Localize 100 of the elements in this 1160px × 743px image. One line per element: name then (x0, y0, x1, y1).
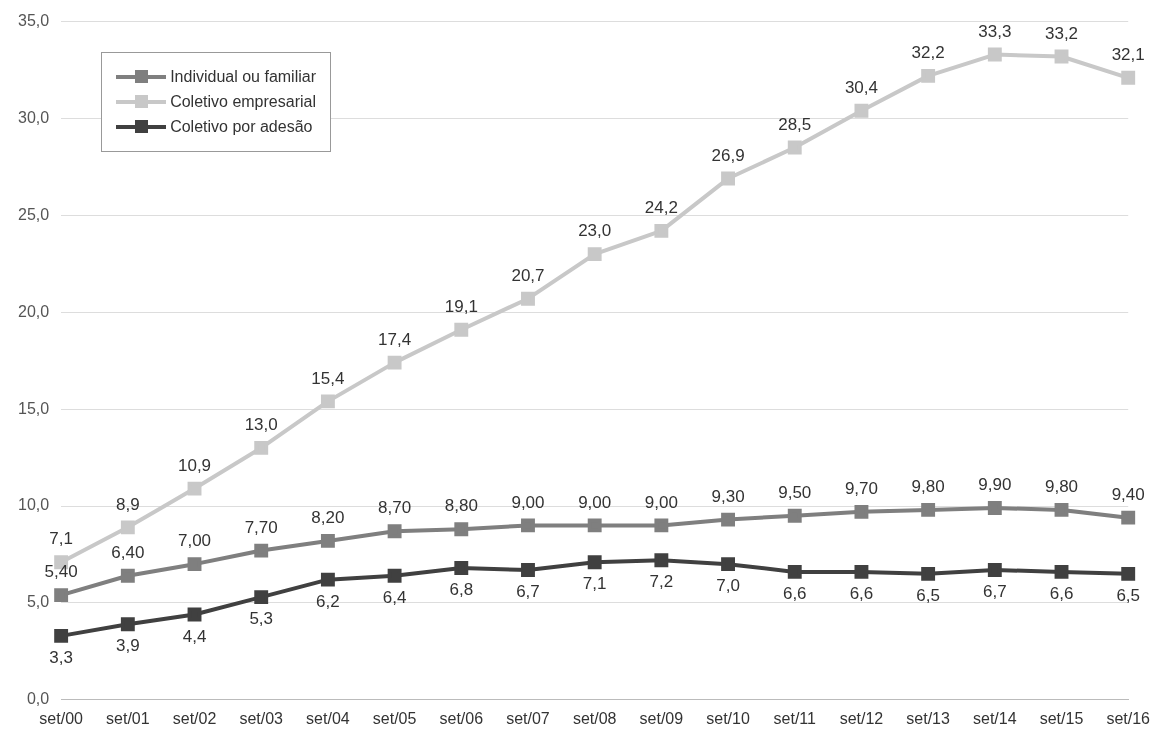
data-label: 6,5 (916, 586, 940, 606)
y-tick-label: 25,0 (18, 205, 50, 223)
data-label: 32,1 (1111, 44, 1145, 64)
point (187, 481, 202, 496)
point (587, 518, 602, 533)
data-label: 7,00 (177, 531, 212, 551)
legend-label: Coletivo por adesão (170, 117, 313, 136)
point (721, 171, 736, 186)
legend-label: Individual ou familiar (170, 67, 316, 86)
point (987, 47, 1002, 62)
point (587, 247, 602, 262)
point (921, 566, 936, 581)
data-label: 6,5 (1116, 586, 1141, 606)
point (120, 520, 135, 535)
x-tick-label: set/11 (773, 709, 817, 727)
point (120, 617, 135, 632)
point (521, 291, 535, 306)
data-label: 30,4 (844, 77, 878, 97)
data-label: 9,90 (978, 475, 1012, 495)
point (854, 504, 869, 519)
point (921, 68, 936, 83)
point (454, 522, 469, 537)
point (54, 588, 69, 603)
data-label: 10,9 (177, 455, 212, 475)
point (1054, 49, 1069, 64)
point (921, 502, 936, 517)
x-tick-label: set/00 (39, 709, 84, 727)
point (320, 394, 335, 409)
data-label: 9,50 (778, 482, 812, 502)
x-tick-label: set/09 (639, 709, 684, 727)
point (187, 557, 202, 572)
x-tick-label: set/06 (439, 709, 484, 727)
point (387, 524, 402, 539)
x-tick-label: set/02 (172, 709, 217, 727)
x-tick-label: set/05 (372, 709, 417, 727)
data-label: 8,70 (378, 498, 412, 518)
point (787, 564, 802, 579)
legend-label: Coletivo empresarial (170, 92, 316, 111)
point (521, 518, 535, 533)
point (721, 557, 736, 572)
x-tick-label: set/10 (706, 709, 750, 727)
data-label: 13,0 (244, 415, 278, 435)
point (654, 553, 669, 568)
data-label: 6,7 (516, 582, 540, 602)
point (854, 564, 869, 579)
point (254, 440, 269, 455)
point (987, 501, 1002, 515)
data-label: 4,4 (182, 626, 207, 646)
data-label: 8,80 (444, 496, 478, 516)
x-tick-label: set/07 (506, 709, 550, 727)
data-label: 17,4 (378, 329, 412, 349)
data-label: 6,6 (1049, 584, 1074, 604)
x-tick-label: set/13 (906, 709, 951, 727)
data-label: 28,5 (778, 114, 812, 134)
data-label: 5,40 (44, 562, 78, 582)
data-label: 5,3 (249, 609, 274, 629)
point (320, 533, 335, 548)
y-tick-label: 5,0 (26, 593, 50, 611)
point (521, 563, 535, 577)
data-label: 24,2 (644, 198, 678, 218)
point (654, 518, 669, 533)
point (1054, 502, 1069, 517)
y-tick-label: 10,0 (18, 496, 50, 514)
point (787, 508, 802, 523)
data-label: 33,2 (1044, 23, 1079, 43)
y-tick-label: 30,0 (18, 108, 50, 126)
data-label: 7,0 (716, 576, 740, 596)
point (454, 561, 469, 575)
y-tick-label: 15,0 (18, 399, 50, 417)
point (1054, 564, 1069, 579)
point (187, 607, 202, 622)
x-tick-label: set/01 (106, 709, 150, 727)
data-label: 3,3 (49, 648, 73, 668)
data-label: 8,20 (311, 508, 345, 528)
point (54, 628, 69, 643)
point (1121, 70, 1136, 85)
data-label: 6,8 (449, 580, 474, 600)
point (387, 568, 402, 583)
data-label: 6,6 (849, 584, 874, 604)
x-tick-label: set/03 (239, 709, 284, 727)
point (854, 103, 869, 118)
data-label: 26,9 (711, 145, 745, 165)
data-label: 6,4 (382, 587, 407, 607)
point (1121, 566, 1136, 581)
point (587, 555, 602, 570)
x-tick-label: set/16 (1106, 709, 1151, 727)
data-label: 7,2 (649, 572, 674, 592)
point (120, 568, 135, 583)
data-label: 8,9 (116, 494, 140, 514)
point (254, 543, 269, 558)
point (254, 590, 269, 605)
data-label: 7,1 (49, 529, 73, 549)
x-tick-label: set/08 (572, 709, 617, 727)
data-label: 3,9 (116, 636, 140, 656)
x-tick-label: set/15 (1039, 709, 1084, 727)
data-label: 9,00 (644, 492, 678, 512)
point (320, 572, 335, 587)
data-label: 32,2 (911, 43, 945, 63)
data-label: 9,80 (1044, 477, 1079, 497)
data-label: 6,40 (111, 542, 145, 562)
